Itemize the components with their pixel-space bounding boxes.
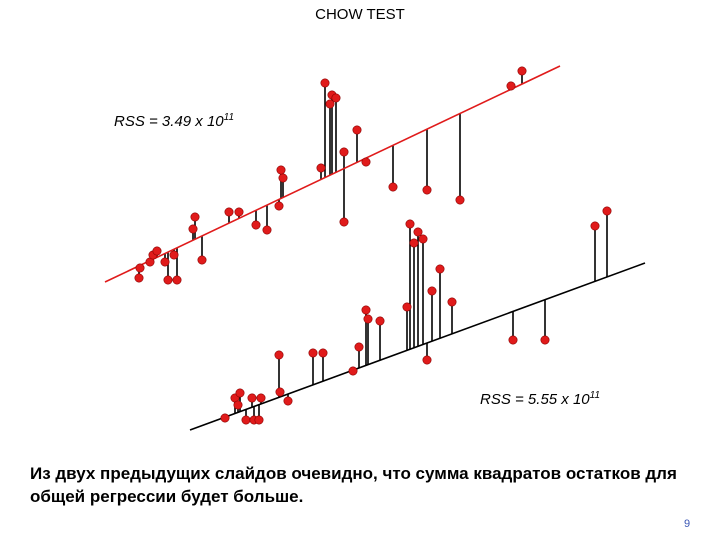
data-point (375, 316, 385, 326)
subsample-regression-line (189, 262, 646, 431)
data-point (308, 348, 318, 358)
data-point (152, 246, 162, 256)
data-point (540, 335, 550, 345)
data-point (172, 275, 182, 285)
data-point (251, 220, 261, 230)
data-point (405, 219, 415, 229)
data-point (235, 388, 245, 398)
data-point (435, 264, 445, 274)
data-point (331, 93, 341, 103)
rss-bottom-prefix: RSS = 5.55 x 10 (480, 391, 590, 408)
data-point (388, 182, 398, 192)
data-point (275, 387, 285, 397)
data-point (517, 66, 527, 76)
data-point (197, 255, 207, 265)
data-point (320, 78, 330, 88)
data-point (254, 415, 264, 425)
data-point (363, 314, 373, 324)
data-point (402, 302, 412, 312)
data-point (590, 221, 600, 231)
data-point (339, 147, 349, 157)
data-point (160, 257, 170, 267)
data-point (233, 400, 243, 410)
data-point (135, 263, 145, 273)
data-point (413, 227, 423, 237)
data-point (256, 393, 266, 403)
data-point (339, 217, 349, 227)
data-point (274, 201, 284, 211)
data-point (506, 81, 516, 91)
data-point (348, 366, 358, 376)
data-point (318, 348, 328, 358)
data-point (169, 250, 179, 260)
pooled-regression-line (104, 65, 561, 283)
data-point (247, 393, 257, 403)
data-point (354, 342, 364, 352)
data-point (361, 157, 371, 167)
data-point (447, 297, 457, 307)
data-point (224, 207, 234, 217)
rss-top-exponent: 11 (223, 112, 235, 123)
data-point (274, 350, 284, 360)
page-number: 9 (684, 518, 691, 530)
data-point (325, 99, 335, 109)
data-point (409, 238, 419, 248)
rss-bottom-exponent: 11 (589, 390, 601, 401)
data-point (508, 335, 518, 345)
data-point (602, 206, 612, 216)
data-point (427, 286, 437, 296)
data-point (188, 224, 198, 234)
rss-top-label: RSS = 3.49 x 1011 (114, 112, 234, 130)
data-point (283, 396, 293, 406)
data-point (134, 273, 144, 283)
data-point (220, 413, 230, 423)
data-point (352, 125, 362, 135)
data-point (190, 212, 200, 222)
data-point (262, 225, 272, 235)
conclusion-text: Из двух предыдущих слайдов очевидно, что… (30, 464, 677, 506)
data-point (316, 163, 326, 173)
data-point (455, 195, 465, 205)
data-point (163, 275, 173, 285)
chart-title: CHOW TEST (315, 6, 405, 23)
data-point (422, 355, 432, 365)
rss-top-prefix: RSS = 3.49 x 10 (114, 113, 224, 130)
data-point (278, 173, 288, 183)
rss-bottom-label: RSS = 5.55 x 1011 (480, 390, 600, 408)
data-point (241, 415, 251, 425)
data-point (234, 207, 244, 217)
data-point (361, 305, 371, 315)
data-point (422, 185, 432, 195)
data-point (276, 165, 286, 175)
data-point (418, 234, 428, 244)
